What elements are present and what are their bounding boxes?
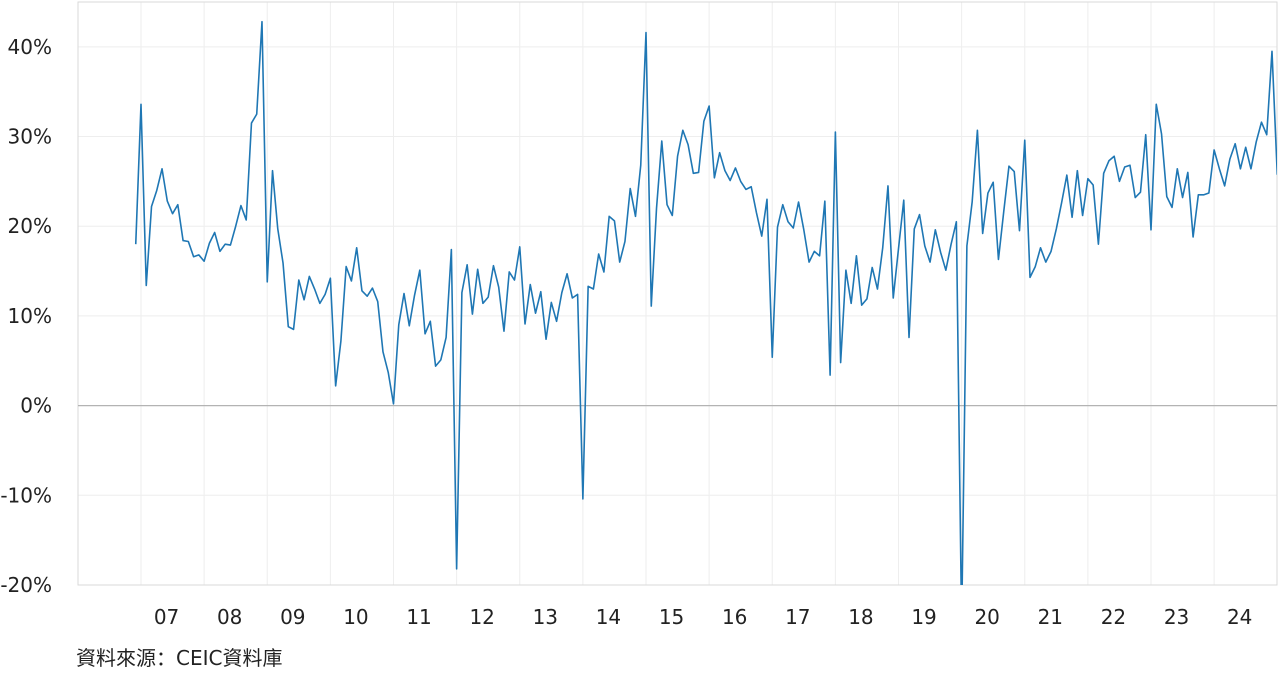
x-tick-label: 09 (280, 605, 305, 629)
x-tick-label: 10 (343, 605, 368, 629)
grid-lines (78, 2, 1277, 586)
series-line-0 (134, 20, 1277, 585)
x-tick-label: 24 (1227, 605, 1252, 629)
y-tick-label: 30% (8, 125, 52, 149)
x-tick-label: 14 (596, 605, 621, 629)
x-tick-label: 11 (406, 605, 431, 629)
x-tick-label: 21 (1038, 605, 1063, 629)
x-tick-label: 16 (722, 605, 747, 629)
x-tick-label: 19 (911, 605, 936, 629)
x-tick-label: 08 (217, 605, 242, 629)
tick-labels: 40% 30% 20% 10% 0% -10% -20% 07 08 09 10 11 12 13 14 15… (0, 35, 1252, 629)
axes (77, 1, 1278, 586)
y-tick-label: -10% (0, 483, 52, 507)
x-tick-label: 17 (785, 605, 810, 629)
x-tick-label: 23 (1164, 605, 1189, 629)
y-tick-label: -20% (0, 573, 52, 597)
source-note: 資料來源：CEIC資料庫 (76, 646, 283, 670)
y-tick-label: 0% (20, 394, 52, 418)
plot-frame (77, 1, 1278, 586)
x-tick-label: 22 (1101, 605, 1126, 629)
y-tick-label: 10% (8, 304, 52, 328)
x-tick-label: 07 (154, 605, 179, 629)
y-tick-label: 20% (8, 214, 52, 238)
x-tick-label: 13 (533, 605, 558, 629)
x-tick-label: 12 (469, 605, 494, 629)
x-tick-label: 15 (659, 605, 684, 629)
y-tick-label: 40% (8, 35, 52, 59)
x-tick-label: 20 (974, 605, 999, 629)
x-tick-label: 18 (848, 605, 873, 629)
line-chart: 40% 30% 20% 10% 0% -10% -20% 07 08 09 10 11 12 13 14 15… (0, 1, 1278, 629)
series-layer (134, 20, 1277, 585)
